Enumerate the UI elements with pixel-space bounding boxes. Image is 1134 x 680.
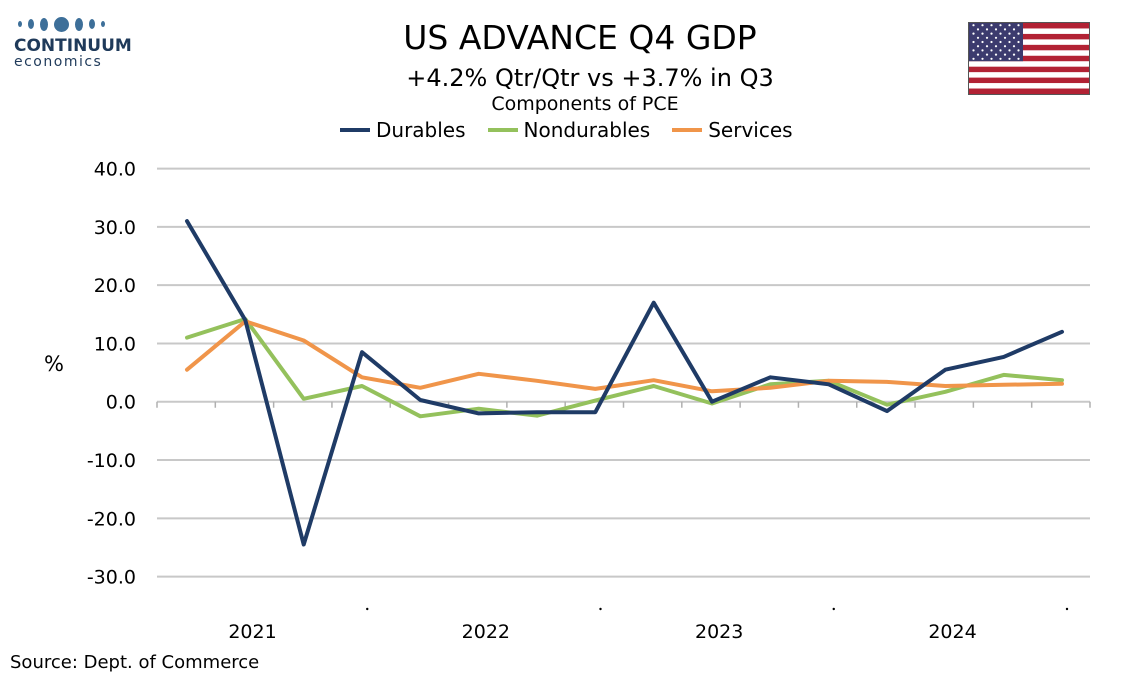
legend-item-services: Services xyxy=(672,118,793,142)
source-note: Source: Dept. of Commerce xyxy=(10,652,260,673)
x-year-label: 2023 xyxy=(695,621,743,643)
chart-title: US ADVANCE Q4 GDP xyxy=(403,18,757,57)
year-separator-mark xyxy=(599,607,602,611)
legend-label-nondurables: Nondurables xyxy=(523,118,651,142)
y-axis-unit: % xyxy=(44,352,64,376)
legend-swatch-nondurables xyxy=(487,128,518,132)
y-tick-label: 30.0 xyxy=(94,217,136,239)
year-separator-mark xyxy=(832,607,835,611)
chart-subtitle: +4.2% Qtr/Qtr vs +3.7% in Q3 xyxy=(406,64,774,92)
legend-swatch-durables xyxy=(340,128,370,132)
legend-label-durables: Durables xyxy=(376,118,466,142)
y-tick-label: -30.0 xyxy=(87,567,136,589)
legend-item-durables: Durables xyxy=(340,118,466,142)
y-tick-label: 40.0 xyxy=(94,159,136,181)
legend-swatch-services xyxy=(672,128,703,132)
us-flag-icon xyxy=(968,22,1090,95)
legend-item-nondurables: Nondurables xyxy=(487,118,651,142)
x-year-label: 2021 xyxy=(228,621,276,643)
legend-label-services: Services xyxy=(708,118,793,142)
logo-sub: economics xyxy=(14,54,103,70)
logo-name: CONTINUUM xyxy=(14,36,132,56)
chart-subtitle-2: Components of PCE xyxy=(491,93,679,115)
y-tick-label: 10.0 xyxy=(94,333,136,355)
x-year-label: 2024 xyxy=(928,621,976,643)
year-separator-mark xyxy=(366,607,369,611)
y-tick-label: -20.0 xyxy=(87,508,136,530)
continuum-logo: CONTINUUM economics xyxy=(14,14,134,70)
y-tick-label: 20.0 xyxy=(94,275,136,297)
x-year-label: 2022 xyxy=(462,621,510,643)
y-tick-label: 0.0 xyxy=(106,392,136,414)
chart-legend: Durables Nondurables Services xyxy=(340,118,793,142)
y-tick-label: -10.0 xyxy=(87,450,136,472)
series-line-durables xyxy=(185,219,1064,547)
year-separator-mark xyxy=(1065,607,1069,611)
logo-dots-icon xyxy=(14,14,134,34)
series-line-services xyxy=(185,319,1064,394)
series-line-nondurables xyxy=(185,317,1064,419)
